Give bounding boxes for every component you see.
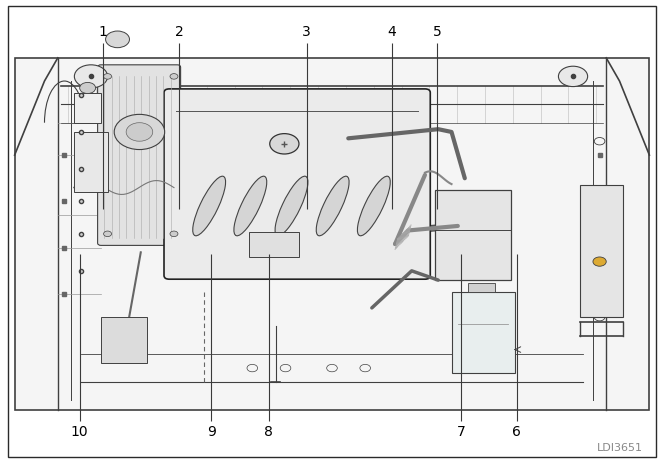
Bar — [435, 190, 511, 280]
Text: 2: 2 — [175, 25, 184, 39]
Circle shape — [80, 82, 96, 94]
Text: LDI3651: LDI3651 — [597, 443, 643, 453]
Bar — [580, 185, 623, 317]
Text: 5: 5 — [432, 25, 442, 39]
Text: 1: 1 — [98, 25, 108, 39]
Circle shape — [558, 66, 588, 87]
Text: 9: 9 — [207, 425, 216, 438]
Circle shape — [106, 31, 129, 48]
Circle shape — [104, 231, 112, 237]
FancyBboxPatch shape — [164, 89, 430, 279]
Text: 7: 7 — [457, 425, 466, 438]
Bar — [452, 292, 515, 373]
Circle shape — [126, 123, 153, 141]
Bar — [101, 317, 147, 363]
Ellipse shape — [193, 176, 226, 236]
Text: 8: 8 — [264, 425, 274, 438]
FancyBboxPatch shape — [98, 65, 181, 245]
Bar — [468, 283, 495, 292]
Bar — [299, 90, 339, 113]
Circle shape — [104, 74, 112, 79]
Bar — [74, 93, 101, 123]
Circle shape — [74, 65, 108, 88]
Ellipse shape — [357, 176, 390, 236]
Text: 10: 10 — [71, 425, 88, 438]
Bar — [249, 232, 299, 257]
Ellipse shape — [275, 176, 308, 236]
Circle shape — [270, 134, 299, 154]
Circle shape — [170, 231, 178, 237]
Circle shape — [170, 74, 178, 79]
Ellipse shape — [316, 176, 349, 236]
Text: 4: 4 — [387, 25, 396, 39]
Circle shape — [114, 114, 165, 150]
Ellipse shape — [234, 176, 267, 236]
Text: 3: 3 — [302, 25, 311, 39]
Bar — [15, 58, 649, 410]
Bar — [74, 132, 108, 192]
Circle shape — [593, 257, 606, 266]
Text: 6: 6 — [512, 425, 521, 438]
